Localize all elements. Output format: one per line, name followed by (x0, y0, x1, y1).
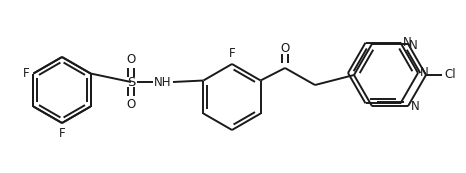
Text: O: O (281, 42, 290, 54)
Text: O: O (126, 98, 136, 111)
Text: N: N (409, 39, 418, 52)
Text: F: F (59, 127, 65, 140)
Text: Cl: Cl (444, 69, 456, 81)
Text: F: F (23, 67, 29, 80)
Text: N: N (411, 100, 420, 113)
Text: N: N (403, 36, 411, 49)
Text: N: N (420, 66, 429, 80)
Text: NH: NH (154, 75, 172, 89)
Text: F: F (229, 47, 235, 60)
Text: O: O (126, 53, 136, 66)
Text: S: S (127, 75, 135, 89)
